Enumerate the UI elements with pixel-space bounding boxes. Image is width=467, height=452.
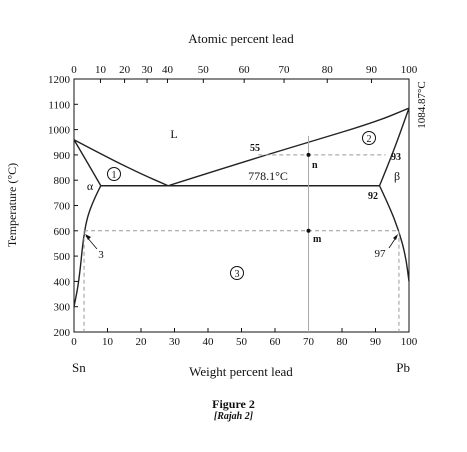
left-tick-label: 1000 [48, 125, 71, 137]
left-tick-label: 1200 [48, 74, 71, 86]
point-n [306, 152, 311, 157]
solidus-left [73, 139, 102, 187]
bottom-tick-label: 60 [270, 336, 282, 348]
liquid-region-label: L [170, 127, 177, 141]
top-tick-label: 40 [162, 64, 174, 76]
left-tick-label: 300 [54, 302, 71, 314]
solidus-right [378, 107, 410, 187]
pb-label: Pb [396, 360, 410, 375]
solvus-left [73, 185, 102, 307]
top-tick-label: 90 [366, 64, 378, 76]
eutectic-temperature-label: 778.1°C [248, 169, 288, 183]
figure-title: Figure 2 [212, 397, 255, 411]
phase-diagram: Atomic percent lead Weight percent lead … [5, 31, 428, 379]
composition-93-label: 93 [391, 152, 401, 163]
left-tick-label: 700 [54, 201, 71, 213]
top-tick-label: 60 [239, 64, 251, 76]
plot-frame [73, 78, 410, 333]
top-tick-label: 20 [119, 64, 131, 76]
region-marker-2 [362, 131, 376, 145]
composition-92-label: 92 [368, 191, 378, 202]
left-tick-label: 400 [54, 276, 71, 288]
bottom-tick-label: 80 [337, 336, 349, 348]
top-axis-title: Atomic percent lead [188, 31, 294, 46]
bottom-tick-label: 20 [136, 336, 148, 348]
point-n-label: n [312, 160, 318, 171]
axis-ticks: 0 10 20 30 40 50 60 70 80 90 100200300400500600700… [48, 64, 418, 348]
bottom-tick-label: 10 [102, 336, 114, 348]
left-tick-label: 200 [54, 327, 71, 339]
left-axis-title: Temperature (°C) [5, 163, 19, 247]
top-tick-label: 80 [322, 64, 334, 76]
top-tick-label: 50 [198, 64, 210, 76]
composition-55-label: 55 [250, 143, 260, 154]
arrow-3-head [85, 234, 91, 240]
right-axis-title: 1084.87°C [416, 81, 428, 129]
tie-lines [83, 135, 400, 332]
top-tick-label: 100 [401, 64, 418, 76]
left-tick-label: 500 [54, 251, 71, 263]
solvus-right [378, 185, 410, 282]
left-tick-label: 900 [54, 150, 71, 162]
bottom-tick-label: 40 [203, 336, 215, 348]
phase-boundaries [73, 107, 410, 307]
bottom-tick-label: 100 [401, 336, 418, 348]
region-marker-3-text: 3 [235, 269, 240, 280]
bottom-tick-label: 0 [71, 336, 77, 348]
region-marker-1 [107, 167, 121, 181]
bottom-tick-label: 50 [236, 336, 248, 348]
composition-97-label: 97 [375, 248, 387, 260]
left-tick-label: 600 [54, 226, 71, 238]
liquidus-right [167, 107, 410, 187]
bottom-tick-label: 90 [370, 336, 382, 348]
top-tick-label: 70 [279, 64, 291, 76]
region-marker-2-text: 2 [367, 134, 372, 145]
bottom-axis-title: Weight percent lead [189, 364, 293, 379]
bottom-tick-label: 30 [169, 336, 181, 348]
beta-region-label: β [394, 169, 400, 183]
region-marker-1-text: 1 [112, 170, 117, 181]
left-tick-label: 1100 [48, 99, 70, 111]
arrow-97-head [393, 234, 398, 240]
point-m-label: m [313, 234, 322, 245]
composition-3-label: 3 [98, 249, 104, 261]
top-tick-label: 0 [71, 64, 77, 76]
region-marker-3 [230, 266, 244, 280]
left-tick-label: 800 [54, 175, 71, 187]
top-tick-label: 10 [95, 64, 107, 76]
liquidus-left [73, 139, 169, 187]
alpha-region-label: α [87, 179, 94, 193]
sn-label: Sn [72, 360, 86, 375]
bottom-tick-label: 70 [303, 336, 315, 348]
figure-subtitle: [Rajah 2] [213, 411, 254, 422]
top-tick-label: 30 [142, 64, 154, 76]
point-m [306, 228, 311, 233]
